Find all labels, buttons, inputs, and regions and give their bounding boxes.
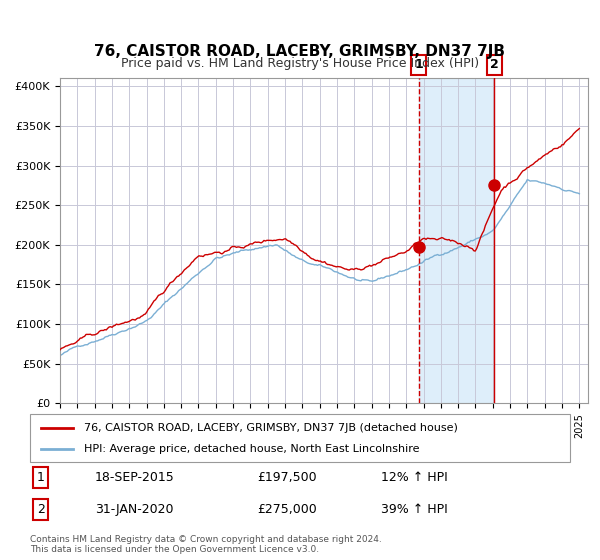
- Text: 1: 1: [37, 471, 45, 484]
- Text: 12% ↑ HPI: 12% ↑ HPI: [381, 471, 448, 484]
- Text: 39% ↑ HPI: 39% ↑ HPI: [381, 503, 448, 516]
- Text: Contains HM Land Registry data © Crown copyright and database right 2024.
This d: Contains HM Land Registry data © Crown c…: [30, 535, 382, 554]
- Text: 2: 2: [37, 503, 45, 516]
- Text: 76, CAISTOR ROAD, LACEBY, GRIMSBY, DN37 7JB (detached house): 76, CAISTOR ROAD, LACEBY, GRIMSBY, DN37 …: [84, 423, 458, 433]
- FancyBboxPatch shape: [30, 414, 570, 462]
- Text: £275,000: £275,000: [257, 503, 317, 516]
- Text: Price paid vs. HM Land Registry's House Price Index (HPI): Price paid vs. HM Land Registry's House …: [121, 57, 479, 70]
- Text: £197,500: £197,500: [257, 471, 316, 484]
- Text: 1: 1: [415, 58, 423, 72]
- Text: 76, CAISTOR ROAD, LACEBY, GRIMSBY, DN37 7JB: 76, CAISTOR ROAD, LACEBY, GRIMSBY, DN37 …: [95, 44, 505, 59]
- Text: 31-JAN-2020: 31-JAN-2020: [95, 503, 173, 516]
- Text: HPI: Average price, detached house, North East Lincolnshire: HPI: Average price, detached house, Nort…: [84, 444, 419, 454]
- Text: 18-SEP-2015: 18-SEP-2015: [95, 471, 175, 484]
- Bar: [419, 78, 494, 403]
- Text: 2: 2: [490, 58, 499, 72]
